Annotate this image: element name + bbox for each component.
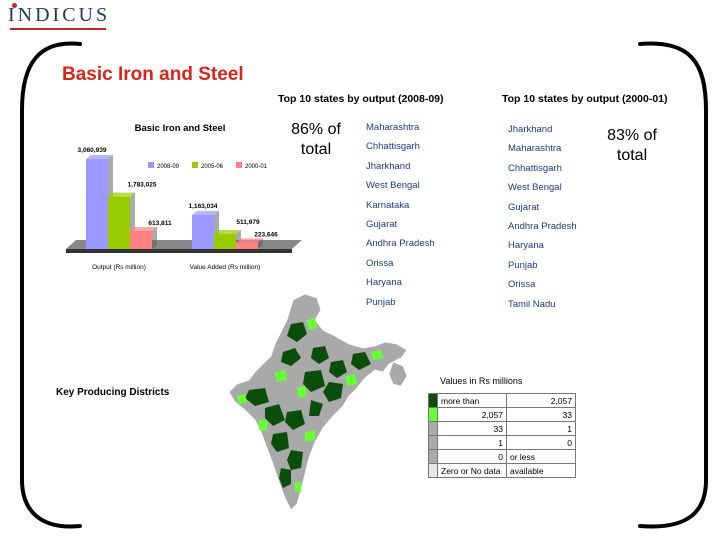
bar-2000-01-1	[236, 242, 258, 249]
legend-color-swatch	[428, 393, 438, 408]
bar-top	[192, 210, 219, 215]
bar-top	[214, 229, 241, 234]
bar-top	[86, 155, 113, 160]
map-outline	[228, 293, 408, 511]
list_2000-state-item: Chhattisgarh	[508, 162, 562, 174]
bar-top	[130, 226, 157, 231]
list_2008-state-item: Andhra Pradesh	[366, 238, 435, 250]
top10-2000-heading: Top 10 states by output (2000-01)	[502, 93, 668, 105]
legend-to: 33	[506, 407, 576, 422]
iron-steel-bar-chart: Basic Iron and Steel 2008-09 2005-06 2000-0…	[66, 123, 302, 271]
legend-to: 0	[506, 435, 576, 450]
legend-row: 33 1	[428, 421, 576, 436]
logo-dot	[12, 3, 17, 8]
category-label: Value Added (Rs million)	[190, 264, 261, 271]
map-northeast	[388, 361, 408, 387]
list_2000-state-item: Andhra Pradesh	[508, 221, 577, 233]
data-label: 223,646	[254, 231, 278, 238]
list_2008-state-item: Chhattisgarh	[366, 141, 420, 153]
list_2000-state-item: Orissa	[508, 279, 536, 291]
legend-row: more than 2,057	[428, 393, 576, 408]
data-label: 1,163,034	[189, 203, 218, 210]
list_2000-state-item: Gujarat	[508, 201, 540, 213]
top10-2000-list: Jharkhand Maharashtra Chhattisgarh West Ben…	[508, 120, 577, 314]
legend-from: 0	[437, 449, 507, 464]
medium-output-districts	[237, 318, 383, 492]
legend-from: 1	[437, 435, 507, 450]
bar-2005-06-1	[214, 233, 236, 249]
bar-2005-06-0	[108, 196, 130, 249]
chart-floor-edge	[66, 249, 292, 253]
share-2000: 83% of total	[607, 127, 657, 164]
bar-side	[152, 226, 157, 249]
legend-label: 2005-06	[201, 164, 224, 170]
data-label: 613,811	[148, 220, 172, 227]
legend-swatch	[236, 162, 242, 168]
list_2008-state-item: Gujarat	[366, 219, 398, 231]
data-label: 1,783,025	[128, 182, 157, 189]
category-label: Output (Rs million)	[92, 264, 146, 271]
legend-swatch	[192, 162, 198, 168]
bar-top	[236, 238, 263, 243]
legend-row: 2,057 33	[428, 407, 576, 422]
legend-title: Values in Rs millions	[440, 376, 523, 386]
chart-title: Basic Iron and Steel	[135, 123, 226, 134]
legend-label: 2008-09	[157, 164, 180, 170]
legend-color-swatch	[428, 463, 438, 478]
legend-row: Zero or No data available	[428, 463, 576, 478]
bar-side	[258, 238, 263, 249]
top10-2008-heading: Top 10 states by output (2008-09)	[278, 93, 444, 105]
india-district-map	[228, 293, 408, 511]
data-label: 3,060,939	[78, 147, 107, 154]
data-label: 511,979	[236, 219, 260, 226]
bar-2000-01-0	[130, 230, 152, 249]
indicus-logo: INDICUS	[8, 4, 111, 26]
map-legend: more than 2,057 2,057 33 33 1 1 0 0 or less Zero o…	[428, 393, 576, 478]
list_2000-state-item: Haryana	[508, 240, 544, 252]
legend-color-swatch	[428, 407, 438, 422]
list_2000-state-item: Punjab	[508, 259, 538, 271]
logo-underline	[10, 28, 106, 30]
list_2008-state-item: Karnataka	[366, 199, 410, 211]
legend-to: 1	[506, 421, 576, 436]
list_2008-state-item: Punjab	[366, 296, 396, 308]
legend-to: 2,057	[506, 393, 576, 408]
bar-2008-09-0	[86, 159, 108, 249]
share-2008: 86% of total	[291, 121, 341, 158]
legend-from: 33	[437, 421, 507, 436]
high-output-districts	[245, 322, 371, 488]
legend-from: Zero or No data	[437, 463, 507, 478]
legend-from: 2,057	[437, 407, 507, 422]
list_2008-state-item: Orissa	[366, 257, 394, 269]
legend-to: or less	[506, 449, 576, 464]
legend-color-swatch	[428, 449, 438, 464]
list_2008-state-item: Haryana	[366, 277, 402, 289]
top10-2008-list: Maharashtra Chhattisgarh Jharkhand West Ben…	[366, 118, 435, 312]
legend-swatch	[148, 162, 154, 168]
legend-to: available	[506, 463, 576, 478]
list_2008-state-item: Jharkhand	[366, 160, 411, 172]
bar-2008-09-1	[192, 214, 214, 249]
legend-label: 2000-01	[245, 164, 268, 170]
list_2000-state-item: Maharashtra	[508, 143, 562, 155]
legend-row: 0 or less	[428, 449, 576, 464]
list_2000-state-item: Jharkhand	[508, 124, 553, 135]
list_2000-state-item: Tamil Nadu	[508, 298, 556, 310]
key-districts-label: Key Producing Districts	[56, 387, 170, 398]
legend-from: more than	[437, 393, 507, 408]
list_2008-state-item: West Bengal	[366, 180, 420, 192]
legend-color-swatch	[428, 435, 438, 450]
list_2008-state-item: Maharashtra	[366, 122, 420, 133]
page-title: Basic Iron and Steel	[62, 64, 244, 85]
list_2000-state-item: West Bengal	[508, 182, 562, 194]
legend-color-swatch	[428, 421, 438, 436]
bar-top	[108, 192, 135, 197]
